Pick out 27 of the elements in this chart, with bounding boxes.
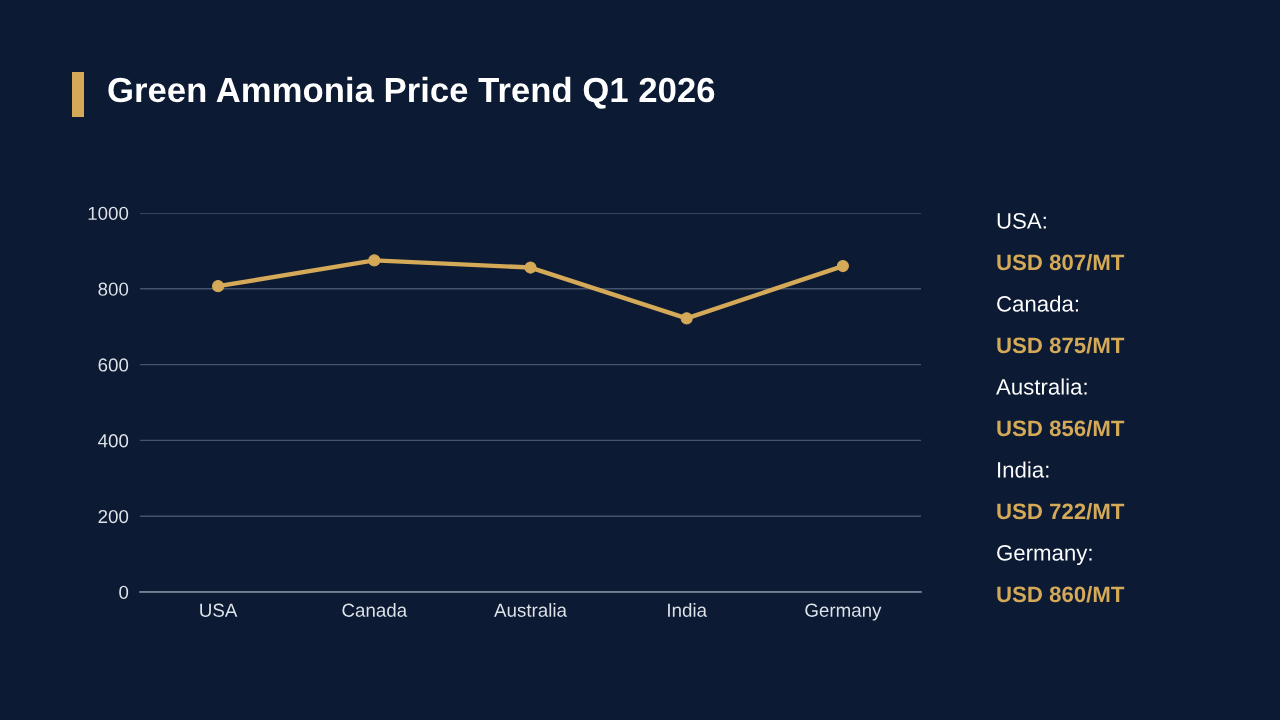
point bbox=[680, 312, 693, 325]
y-tick-label: 1000 bbox=[88, 206, 129, 220]
text: Canada: bbox=[997, 295, 1078, 312]
x-tick-label: India bbox=[668, 603, 708, 617]
x-tick-label: Australia bbox=[494, 603, 567, 617]
text: Germany: bbox=[997, 544, 1092, 566]
x-tick-label: Germany bbox=[805, 603, 882, 621]
text: USD 722/MT bbox=[997, 502, 1125, 520]
x-tick-label: Canada bbox=[342, 603, 408, 617]
x-tick-label: USA bbox=[200, 603, 238, 617]
y-tick-label: 0 bbox=[119, 585, 129, 599]
text: USD 875/MT bbox=[997, 336, 1125, 354]
chart-title: Green Ammonia Price Trend Q1 2026 bbox=[108, 76, 715, 109]
y-tick-label: 200 bbox=[98, 509, 129, 524]
point bbox=[524, 261, 537, 274]
y-tick-label: 400 bbox=[98, 434, 129, 448]
text: India: bbox=[998, 461, 1049, 478]
y-tick-label: 800 bbox=[98, 282, 129, 296]
point bbox=[836, 259, 849, 273]
point bbox=[368, 254, 381, 267]
point bbox=[212, 280, 225, 293]
text: USD 807/MT bbox=[997, 253, 1125, 271]
text: USA: bbox=[997, 212, 1046, 229]
text: USD 856/MT bbox=[997, 419, 1125, 437]
text: USD 860/MT bbox=[997, 585, 1125, 603]
text: Australia: bbox=[996, 378, 1087, 395]
y-tick-label: 600 bbox=[98, 358, 129, 372]
